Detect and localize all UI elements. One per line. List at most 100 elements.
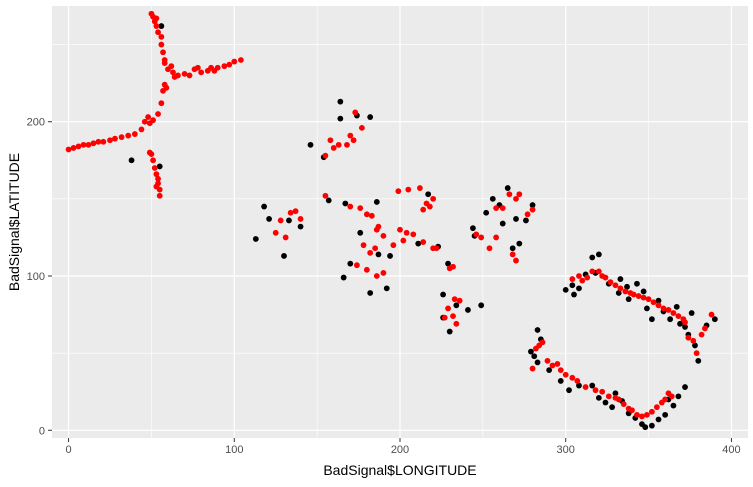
point-red	[617, 285, 624, 292]
y-tick-label: 200	[27, 117, 45, 129]
point-red	[592, 387, 599, 394]
point-red	[100, 138, 107, 145]
point-red	[640, 294, 647, 301]
point-red	[634, 411, 640, 418]
point-red	[112, 135, 118, 142]
point-red	[354, 262, 360, 269]
point-red	[478, 234, 485, 241]
point-red	[198, 69, 205, 76]
point-red	[292, 208, 299, 215]
point-black	[682, 324, 688, 330]
point-red	[529, 206, 536, 213]
point-red	[529, 365, 536, 372]
point-black	[337, 115, 344, 122]
point-red	[653, 404, 660, 411]
point-red	[363, 211, 370, 218]
point-red	[372, 245, 379, 252]
point-red	[499, 205, 506, 212]
point-black	[615, 290, 622, 296]
point-black	[534, 359, 541, 366]
point-black	[624, 283, 630, 290]
point-black	[158, 23, 165, 29]
point-black	[252, 236, 259, 242]
point-red	[400, 237, 407, 244]
point-black	[425, 191, 432, 198]
x-tick-label: 0	[66, 444, 72, 456]
point-red	[615, 396, 622, 403]
point-red	[160, 49, 166, 56]
point-black	[440, 291, 446, 298]
point-red	[153, 183, 160, 190]
point-black	[589, 382, 596, 389]
point-black	[266, 216, 272, 222]
y-tick-label: 0	[39, 425, 45, 437]
point-red	[70, 145, 77, 151]
data-points	[65, 10, 718, 431]
point-red	[605, 393, 612, 400]
point-red	[420, 206, 427, 213]
point-red	[589, 268, 596, 275]
point-red	[685, 334, 692, 341]
point-red	[450, 263, 456, 270]
point-red	[344, 141, 350, 148]
point-black	[445, 260, 451, 267]
point-black	[711, 316, 718, 323]
point-red	[635, 293, 642, 299]
point-black	[642, 424, 649, 431]
point-red	[516, 191, 523, 198]
point-red	[549, 362, 556, 369]
point-black	[648, 422, 655, 429]
point-red	[620, 401, 627, 407]
point-red	[698, 331, 705, 338]
point-red	[410, 231, 417, 238]
point-red	[138, 126, 145, 133]
point-black	[595, 251, 602, 258]
point-black	[342, 200, 349, 207]
point-red	[486, 245, 493, 252]
x-axis-ticks: 0 100 200 300 400	[66, 438, 741, 456]
point-black	[557, 378, 564, 384]
point-red	[473, 231, 480, 238]
point-red	[682, 319, 688, 326]
point-red	[155, 29, 161, 36]
point-red	[161, 60, 168, 66]
point-red	[557, 367, 564, 374]
point-black	[528, 348, 534, 355]
point-black	[595, 394, 602, 401]
point-black	[261, 203, 268, 210]
point-red	[141, 118, 148, 125]
point-red	[335, 141, 342, 148]
point-red	[702, 325, 708, 332]
point-red	[395, 188, 402, 195]
point-black	[546, 367, 553, 374]
point-black	[667, 316, 674, 323]
point-red	[433, 245, 440, 252]
point-black	[609, 404, 616, 411]
point-black	[281, 253, 287, 259]
point-red	[181, 70, 188, 77]
point-red	[426, 203, 433, 210]
point-red	[131, 131, 138, 137]
point-red	[420, 239, 427, 245]
point-red	[607, 279, 614, 286]
point-black	[571, 291, 577, 298]
point-black	[375, 251, 382, 258]
point-red	[451, 296, 458, 303]
point-red	[150, 117, 156, 124]
point-red	[629, 407, 635, 414]
point-red	[562, 371, 569, 378]
point-red	[430, 195, 437, 202]
point-red	[145, 114, 152, 120]
point-red	[163, 84, 170, 91]
point-red	[602, 274, 609, 281]
point-black	[387, 253, 393, 259]
point-red	[493, 234, 500, 241]
point-red	[322, 152, 329, 159]
point-black	[625, 296, 632, 303]
point-black	[373, 199, 380, 205]
point-red	[107, 137, 113, 144]
y-axis-title: BadSignal$LATITUDE	[6, 153, 22, 291]
point-red	[456, 297, 463, 304]
point-red	[513, 195, 519, 202]
point-red	[368, 212, 375, 219]
